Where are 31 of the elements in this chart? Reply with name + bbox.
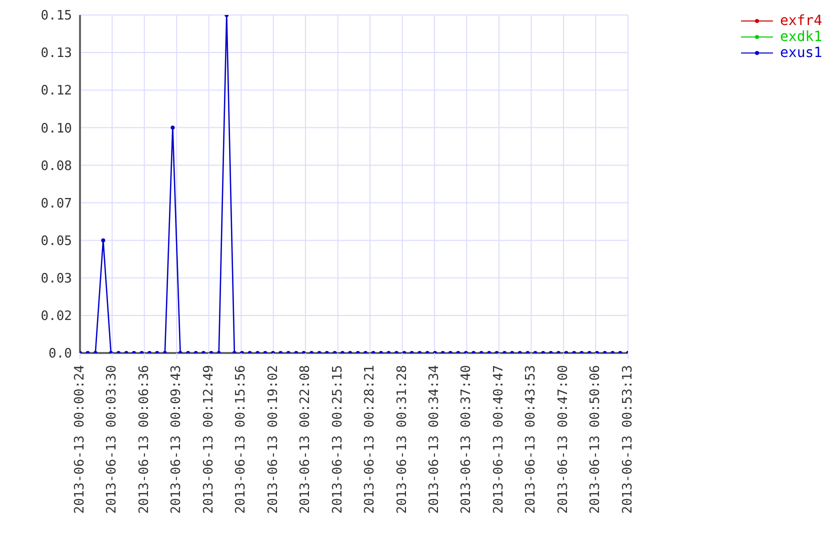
y-tick-label: 0.10 xyxy=(40,121,72,136)
y-tick-label: 0.07 xyxy=(40,196,72,212)
x-tick-label: 2013-06-13 00:47:00 xyxy=(556,365,571,514)
legend-label: exdk1 xyxy=(780,29,822,45)
y-tick-label: 0.12 xyxy=(40,84,72,99)
x-tick-label: 2013-06-13 00:06:36 xyxy=(136,365,152,514)
x-tick-label: 2013-06-13 00:40:47 xyxy=(492,365,506,514)
x-tick-label: 2013-06-13 00:50:06 xyxy=(588,365,604,514)
x-tick-label: 2013-06-13 00:28:21 xyxy=(362,365,378,514)
x-tick-label: 2013-06-13 00:53:13 xyxy=(620,365,636,514)
y-tick-label: 0.02 xyxy=(40,309,72,324)
x-tick-label: 2013-06-13 00:19:02 xyxy=(266,365,281,514)
x-tick-label: 2013-06-13 00:15:56 xyxy=(234,365,249,514)
x-tick-label: 2013-06-13 00:37:40 xyxy=(459,365,474,514)
y-tick-label: 0.03 xyxy=(40,272,72,287)
x-tick-label: 2013-06-13 00:00:24 xyxy=(72,364,88,514)
x-tick-label: 2013-06-13 00:12:49 xyxy=(201,365,216,514)
legend-label: exus1 xyxy=(780,45,822,61)
x-tick-label: 2013-06-13 00:31:28 xyxy=(394,365,410,514)
x-tick-label: 2013-06-13 00:43:53 xyxy=(524,365,539,514)
x-tick-label: 2013-06-13 00:09:43 xyxy=(169,365,184,514)
y-tick-label: 0.08 xyxy=(40,158,72,174)
x-tick-label: 2013-06-13 00:03:30 xyxy=(104,365,120,514)
x-tick-label: 2013-06-13 00:22:08 xyxy=(298,365,313,514)
x-tick-label: 2013-06-13 00:34:34 xyxy=(426,364,442,514)
x-tick-label: 2013-06-13 00:25:15 xyxy=(330,365,346,514)
legend-label: exfr4 xyxy=(780,13,822,29)
y-tick-label: 0.13 xyxy=(40,46,72,62)
y-tick-label: 0.05 xyxy=(40,234,72,249)
y-tick-label: 0.0 xyxy=(48,346,72,362)
y-tick-label: 0.15 xyxy=(40,8,72,24)
